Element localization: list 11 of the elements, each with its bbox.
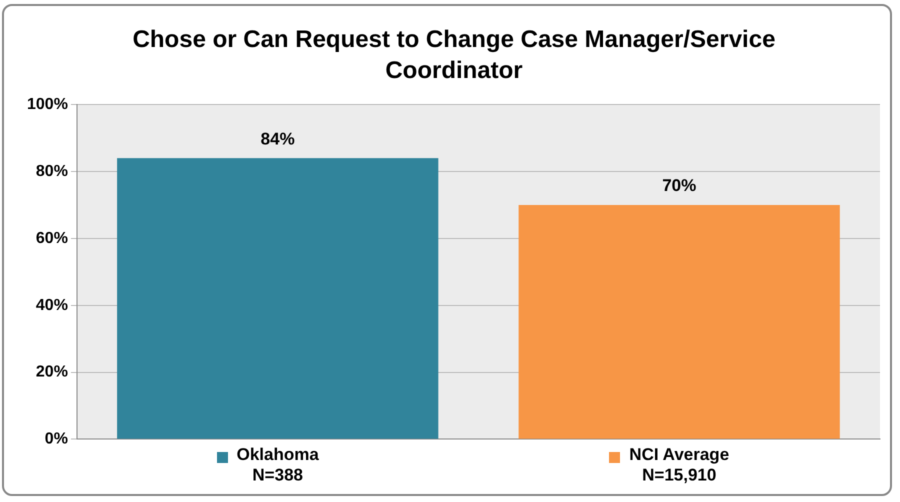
y-tick-label: 60%: [36, 230, 68, 247]
y-tick-label: 20%: [36, 364, 68, 381]
data-label: 70%: [662, 176, 696, 196]
y-tick-label: 40%: [36, 296, 68, 314]
chart-title: Chose or Can Request to Change Case Manager/Service Coordinator: [132, 25, 776, 86]
y-tick-label: 0%: [44, 430, 68, 448]
x-tick-label: Oklahoma N=388: [236, 445, 320, 484]
y-tick-label: 100%: [27, 96, 68, 114]
x-tick-label: NCI Average N=15,910: [629, 445, 730, 484]
y-tick-label: 80%: [36, 162, 68, 180]
data-label: 84%: [260, 129, 295, 148]
